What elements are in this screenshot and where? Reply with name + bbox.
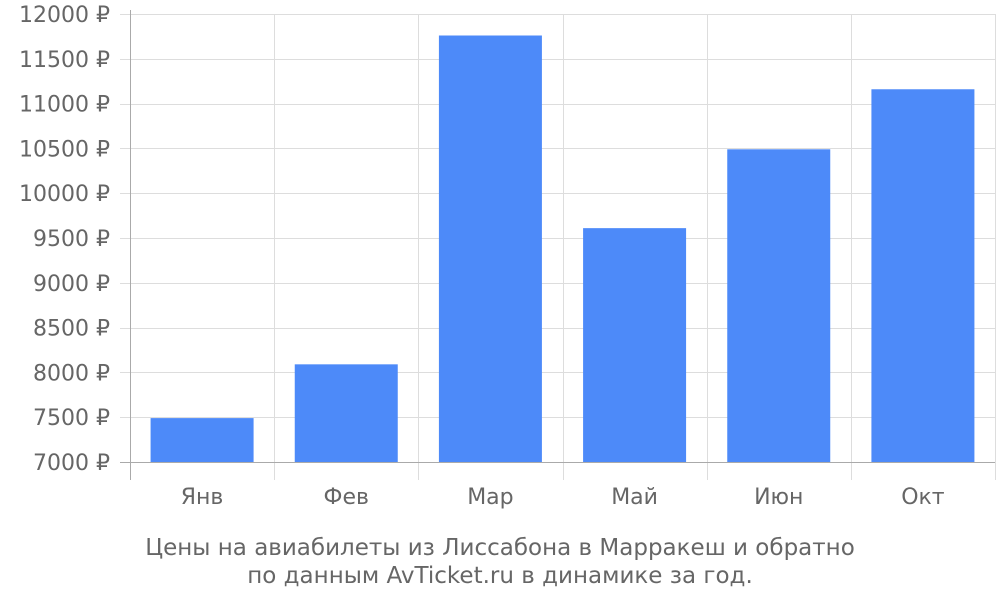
bars	[150, 35, 975, 463]
x-tick-label: Окт	[901, 485, 945, 510]
y-tick-label: 8500 ₽	[33, 317, 110, 342]
y-tick-label: 11500 ₽	[19, 48, 110, 73]
y-tick-label: 11000 ₽	[19, 93, 110, 118]
chart-caption-line-1: Цены на авиабилеты из Лиссабона в Маррак…	[145, 535, 855, 561]
y-tick-label: 7500 ₽	[33, 406, 110, 431]
x-tick-label: Май	[611, 485, 658, 510]
y-tick-label: 10000 ₽	[19, 182, 110, 207]
y-tick-label: 9500 ₽	[33, 227, 110, 252]
bar-Фев	[294, 364, 398, 462]
bar-Мар	[438, 35, 542, 463]
bar-Июн	[727, 149, 831, 462]
chart-caption-line-2: по данным AvTicket.ru в динамике за год.	[247, 563, 753, 589]
bar-Янв	[150, 418, 254, 462]
y-tick-labels: 7000 ₽ 7500 ₽ 8000 ₽ 8500 ₽ 9000 ₽ 9500 ₽ 1000…	[19, 3, 110, 476]
grid	[120, 14, 996, 480]
x-tick-label: Янв	[181, 485, 224, 510]
x-tick-label: Мар	[467, 485, 513, 510]
y-tick-label: 9000 ₽	[33, 272, 110, 297]
x-tick-label: Фев	[324, 485, 369, 510]
y-tick-label: 8000 ₽	[33, 361, 110, 386]
x-tick-labels: Янв Фев Мар Май Июн Окт	[181, 485, 945, 510]
axes	[120, 10, 995, 480]
bar-Окт	[871, 89, 975, 462]
x-tick-label: Июн	[754, 485, 803, 510]
y-tick-label: 12000 ₽	[19, 3, 110, 28]
bar-chart: 7000 ₽ 7500 ₽ 8000 ₽ 8500 ₽ 9000 ₽ 9500 ₽ 1000…	[19, 3, 996, 510]
bar-Май	[583, 228, 687, 462]
y-tick-label: 10500 ₽	[19, 137, 110, 162]
y-tick-label: 7000 ₽	[33, 451, 110, 476]
